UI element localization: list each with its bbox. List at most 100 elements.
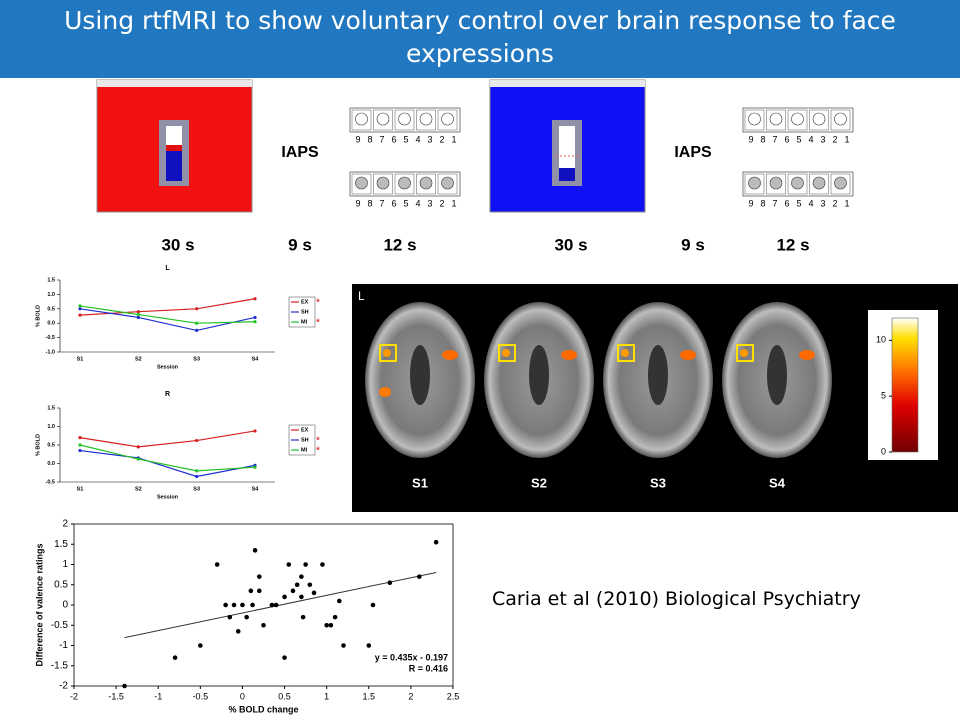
face-box bbox=[416, 109, 436, 131]
fit-line bbox=[124, 571, 437, 639]
face-box bbox=[830, 109, 851, 131]
roi-box bbox=[617, 344, 635, 362]
face-box bbox=[809, 109, 829, 131]
data-point bbox=[341, 643, 346, 648]
face-box bbox=[394, 173, 415, 195]
data-point bbox=[235, 629, 241, 634]
data-point bbox=[122, 683, 127, 689]
thermometer bbox=[559, 126, 575, 181]
activation bbox=[502, 349, 510, 357]
face-box bbox=[744, 109, 765, 131]
face bbox=[398, 112, 411, 126]
rating-digit: 2 bbox=[439, 198, 444, 208]
rating-digit: 1 bbox=[844, 198, 849, 208]
data-point bbox=[253, 297, 257, 301]
rating-digit: 9 bbox=[355, 134, 360, 144]
data-point bbox=[261, 622, 266, 628]
data-point bbox=[195, 307, 199, 311]
rating-digit: 5 bbox=[403, 134, 408, 144]
x-tick-label: S3 bbox=[193, 486, 200, 492]
data-point bbox=[286, 562, 292, 567]
data-point bbox=[303, 562, 308, 567]
rating-digit: 3 bbox=[820, 134, 825, 144]
stimulus-label: IAPS bbox=[281, 144, 319, 161]
rating-digit: 8 bbox=[760, 134, 765, 144]
face bbox=[834, 176, 847, 190]
roi-box bbox=[498, 344, 516, 362]
activation bbox=[621, 349, 629, 357]
ventricle bbox=[648, 345, 668, 405]
activation bbox=[383, 349, 391, 357]
face-box bbox=[394, 109, 415, 131]
data-point bbox=[253, 320, 257, 324]
thermometer-level bbox=[166, 145, 182, 181]
data-point bbox=[78, 436, 82, 440]
data-point bbox=[300, 614, 306, 620]
face-box bbox=[809, 173, 829, 195]
data-point bbox=[250, 602, 255, 608]
face-box bbox=[373, 173, 393, 195]
series-line bbox=[79, 308, 256, 332]
duration: 9 s bbox=[681, 235, 705, 254]
face bbox=[419, 176, 433, 190]
y-tick-label: -0.5 bbox=[51, 620, 69, 631]
x-tick-label: S2 bbox=[135, 356, 142, 362]
rating-digit: 8 bbox=[367, 198, 372, 208]
y-axis-label: % BOLD bbox=[35, 434, 41, 456]
data-point bbox=[324, 622, 329, 628]
x-axis-label: Session bbox=[157, 364, 179, 370]
data-point bbox=[244, 614, 249, 620]
rating-digit: 7 bbox=[379, 134, 384, 144]
face bbox=[812, 112, 826, 126]
session-label: S3 bbox=[650, 475, 666, 490]
rating-digit: 4 bbox=[415, 134, 420, 144]
data-point bbox=[269, 602, 275, 608]
face bbox=[769, 176, 783, 190]
face-box bbox=[766, 109, 786, 131]
data-point bbox=[78, 307, 82, 311]
data-point bbox=[294, 582, 300, 588]
data-point bbox=[195, 438, 199, 443]
legend-label: MI bbox=[301, 319, 308, 325]
face bbox=[441, 176, 454, 190]
rating-digit: 4 bbox=[808, 198, 813, 208]
series-line bbox=[79, 449, 256, 478]
ventricle bbox=[410, 345, 430, 405]
colorbar-tick-label: 0 bbox=[881, 446, 886, 456]
window-bar bbox=[490, 80, 645, 87]
y-tick-label: 0.0 bbox=[47, 321, 55, 327]
data-point bbox=[136, 457, 140, 461]
x-tick-label: S3 bbox=[193, 356, 200, 362]
colorbar-tick-label: 5 bbox=[881, 391, 886, 401]
data-point bbox=[227, 614, 233, 620]
data-point bbox=[307, 582, 313, 588]
face-box bbox=[351, 109, 372, 131]
face bbox=[355, 112, 368, 126]
y-tick-label: -1 bbox=[59, 640, 68, 651]
rating-digit: 7 bbox=[772, 198, 777, 208]
rating-digit: 9 bbox=[748, 134, 753, 144]
rating-digit: 2 bbox=[832, 198, 837, 208]
data-point bbox=[282, 594, 287, 600]
data-point bbox=[136, 312, 140, 317]
series-line bbox=[79, 444, 256, 472]
data-point bbox=[366, 643, 372, 648]
data-point bbox=[136, 315, 140, 320]
rating-digit: 5 bbox=[796, 198, 801, 208]
duration: 30 s bbox=[554, 235, 587, 254]
rating-digit: 3 bbox=[820, 198, 825, 208]
x-tick-label: 0 bbox=[240, 691, 245, 701]
face bbox=[834, 112, 847, 126]
activation bbox=[561, 350, 577, 360]
x-tick-label: S2 bbox=[135, 486, 142, 492]
face bbox=[419, 112, 433, 126]
face bbox=[748, 176, 761, 190]
fit-equation: R = 0.416 bbox=[409, 663, 448, 673]
rating-digit: 5 bbox=[403, 198, 408, 208]
y-axis-label: Difference of valence ratings bbox=[34, 543, 44, 666]
data-point bbox=[337, 598, 342, 604]
chart-title: R bbox=[165, 391, 170, 398]
data-point bbox=[332, 614, 338, 620]
face bbox=[355, 176, 368, 190]
rating-digit: 1 bbox=[844, 134, 849, 144]
